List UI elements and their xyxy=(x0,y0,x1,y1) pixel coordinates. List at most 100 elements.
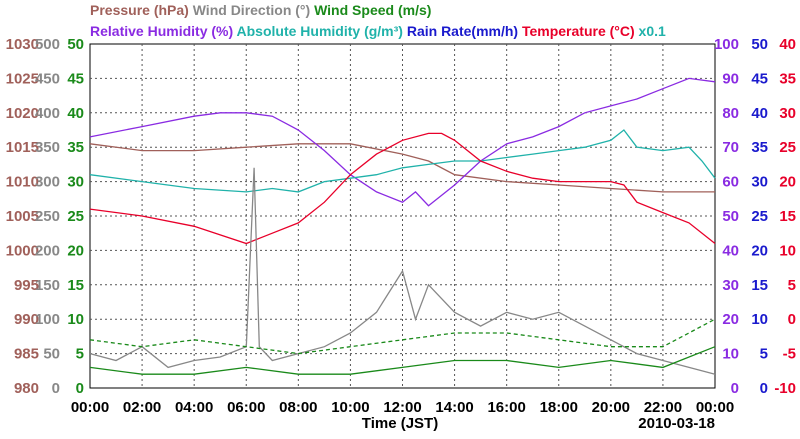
y-tick-label-pressure: 1015 xyxy=(6,139,39,156)
legend-entry: Temperature (°C) xyxy=(518,23,635,39)
y-tick-label-wind-direction: 500 xyxy=(35,36,60,53)
y-tick-label-temperature: 20 xyxy=(779,174,796,191)
chart-date: 2010-03-18 xyxy=(638,415,715,432)
y-tick-label-wind-direction: 250 xyxy=(35,208,60,225)
series-layer xyxy=(89,77,716,375)
x-tick-label: 02:00 xyxy=(123,399,161,416)
y-tick-label-humidity: 60 xyxy=(722,174,739,191)
legend-entry: Wind Direction (°) xyxy=(189,2,310,18)
y-tick-label-wind-direction: 400 xyxy=(35,105,60,122)
legend-line-2: Relative Humidity (%) Absolute Humidity … xyxy=(90,23,666,39)
y-tick-label-humidity: 40 xyxy=(722,242,739,259)
legend-entry: Absolute Humidity (g/m³) xyxy=(233,23,403,39)
x-tick-label: 10:00 xyxy=(331,399,369,416)
y-tick-label-temperature: 40 xyxy=(779,36,796,53)
y-tick-label-wind-direction: 450 xyxy=(35,70,60,87)
y-tick-label-humidity: 80 xyxy=(722,105,739,122)
y-tick-label-wind-speed: 5 xyxy=(76,346,84,363)
x-tick-label: 08:00 xyxy=(279,399,317,416)
y-tick-label-wind-speed: 10 xyxy=(67,311,84,328)
axis-layer: 00:00 02:00 04:00 06:00 08:00 10:00 12:00 14:00… xyxy=(6,36,796,416)
series-wind-speed xyxy=(89,346,716,375)
y-tick-label-temperature: 25 xyxy=(779,139,796,156)
y-tick-label-pressure: 985 xyxy=(14,346,39,363)
y-tick-label-pressure: 1020 xyxy=(6,105,39,122)
y-tick-label-wind-speed: 40 xyxy=(67,105,84,122)
x-tick-label: 14:00 xyxy=(435,399,473,416)
legend: Pressure (hPa) Wind Direction (°) Wind S… xyxy=(90,2,666,39)
y-tick-label-wind-speed: 25 xyxy=(67,208,84,225)
x-tick-label: 20:00 xyxy=(592,399,630,416)
y-tick-label-temperature: 5 xyxy=(788,277,796,294)
y-tick-label-pressure: 1030 xyxy=(6,36,39,53)
legend-entry: Relative Humidity (%) xyxy=(90,23,233,39)
y-tick-label-rain-rate: 45 xyxy=(751,70,768,87)
y-tick-label-humidity: 30 xyxy=(722,277,739,294)
legend-entry: x0.1 xyxy=(635,23,666,39)
y-tick-label-humidity: 90 xyxy=(722,70,739,87)
legend-entry: Pressure (hPa) xyxy=(90,2,189,18)
y-tick-label-wind-direction: 350 xyxy=(35,139,60,156)
y-tick-label-temperature: 15 xyxy=(779,208,796,225)
y-tick-label-temperature: -5 xyxy=(783,346,796,363)
y-tick-label-pressure: 990 xyxy=(14,311,39,328)
y-tick-label-wind-direction: 100 xyxy=(35,311,60,328)
y-tick-label-wind-speed: 50 xyxy=(67,36,84,53)
y-tick-label-rain-rate: 25 xyxy=(751,208,768,225)
y-tick-label-rain-rate: 50 xyxy=(751,36,768,53)
series-wind-speed-gust xyxy=(89,318,716,355)
y-tick-label-temperature: 10 xyxy=(779,242,796,259)
y-tick-label-wind-direction: 300 xyxy=(35,174,60,191)
series-absolute-humidity xyxy=(89,129,716,193)
y-tick-label-wind-speed: 35 xyxy=(67,139,84,156)
y-tick-label-temperature: 35 xyxy=(779,70,796,87)
series-temperature xyxy=(89,132,716,245)
x-tick-label: 06:00 xyxy=(227,399,265,416)
y-tick-label-pressure: 980 xyxy=(14,380,39,397)
y-tick-label-humidity: 0 xyxy=(731,380,739,397)
y-tick-label-wind-direction: 200 xyxy=(35,242,60,259)
y-tick-label-rain-rate: 15 xyxy=(751,277,768,294)
y-tick-label-temperature: 30 xyxy=(779,105,796,122)
y-tick-label-rain-rate: 0 xyxy=(760,380,768,397)
legend-entry: Rain Rate(mm/h) xyxy=(403,23,518,39)
x-tick-label: 18:00 xyxy=(540,399,578,416)
y-tick-label-humidity: 70 xyxy=(722,139,739,156)
y-tick-label-rain-rate: 40 xyxy=(751,105,768,122)
y-tick-label-wind-speed: 15 xyxy=(67,277,84,294)
y-tick-label-pressure: 995 xyxy=(14,277,39,294)
y-tick-label-wind-direction: 50 xyxy=(43,346,60,363)
y-tick-label-humidity: 50 xyxy=(722,208,739,225)
y-tick-label-humidity: 10 xyxy=(722,346,739,363)
y-tick-label-wind-speed: 30 xyxy=(67,174,84,191)
y-tick-label-rain-rate: 10 xyxy=(751,311,768,328)
x-tick-label: 12:00 xyxy=(383,399,421,416)
y-tick-label-wind-direction: 150 xyxy=(35,277,60,294)
x-axis-label: Time (JST) xyxy=(362,415,438,432)
y-tick-label-rain-rate: 30 xyxy=(751,174,768,191)
y-tick-label-wind-speed: 45 xyxy=(67,70,84,87)
series-relative-humidity xyxy=(89,77,716,207)
y-tick-label-wind-direction: 0 xyxy=(52,380,60,397)
y-tick-label-rain-rate: 20 xyxy=(751,242,768,259)
y-tick-label-pressure: 1025 xyxy=(6,70,39,87)
y-tick-label-wind-speed: 0 xyxy=(76,380,84,397)
series-wind-direction xyxy=(89,167,716,375)
y-tick-label-pressure: 1000 xyxy=(6,242,39,259)
y-tick-label-pressure: 1005 xyxy=(6,208,39,225)
legend-line-1: Pressure (hPa) Wind Direction (°) Wind S… xyxy=(90,2,431,18)
y-tick-label-rain-rate: 5 xyxy=(760,346,768,363)
x-tick-label: 00:00 xyxy=(696,399,734,416)
y-tick-label-rain-rate: 35 xyxy=(751,139,768,156)
x-tick-label: 04:00 xyxy=(175,399,213,416)
y-tick-label-temperature: -10 xyxy=(774,380,796,397)
legend-entry: Wind Speed (m/s) xyxy=(310,2,431,18)
x-tick-label: 00:00 xyxy=(71,399,109,416)
y-tick-label-humidity: 100 xyxy=(714,36,739,53)
y-tick-label-temperature: 0 xyxy=(788,311,796,328)
y-tick-label-pressure: 1010 xyxy=(6,174,39,191)
x-tick-label: 16:00 xyxy=(487,399,525,416)
series-pressure xyxy=(89,143,715,193)
